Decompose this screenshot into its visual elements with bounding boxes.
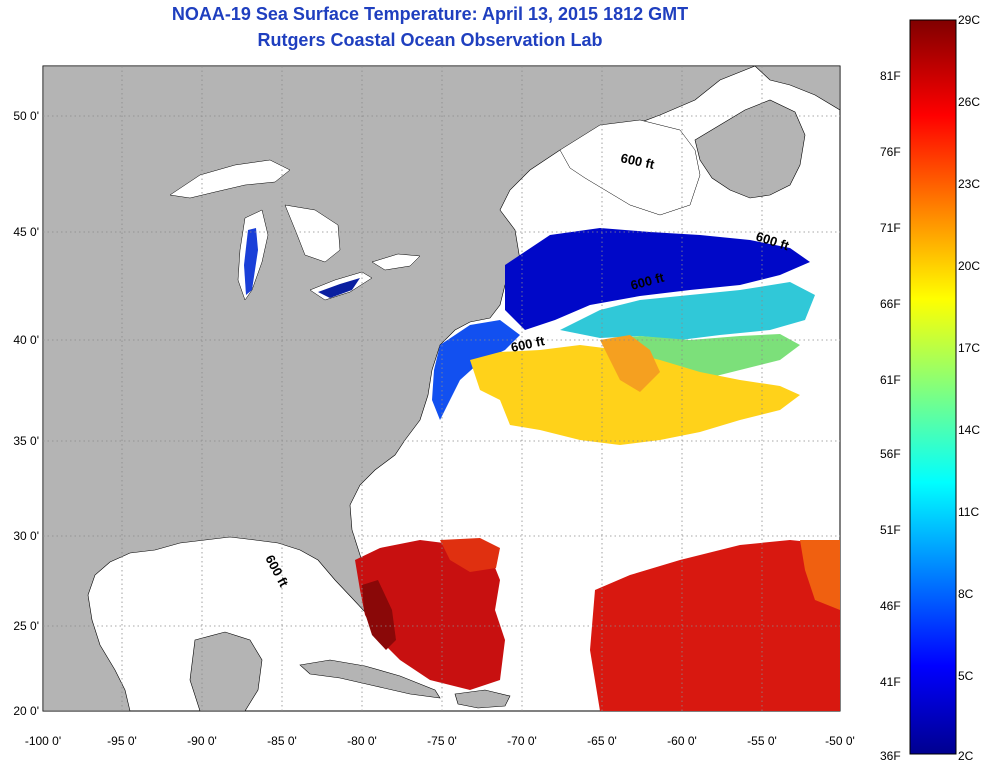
lake-michigan-cold — [244, 228, 258, 295]
labrador-land — [754, 66, 840, 111]
longitude-tick-label: -60 0' — [667, 734, 697, 748]
lake-huron — [284, 204, 341, 263]
latitude-labels: 20 0' 25 0' 30 0' 35 0' 40 0' 45 0' 50 0' — [13, 109, 39, 718]
colorbar-celsius-label: 29C — [958, 13, 980, 27]
sst-midatl-red — [440, 538, 500, 572]
latitude-tick-label: 50 0' — [13, 109, 39, 123]
latitude-tick-label: 40 0' — [13, 333, 39, 347]
contour-label-labrador: 600 ft — [619, 150, 656, 172]
longitude-tick-label: -75 0' — [427, 734, 457, 748]
sst-gulf-of-maine — [505, 228, 810, 330]
colorbar-fahrenheit-label: 56F — [880, 447, 901, 461]
colorbar-fahrenheit-label: 81F — [880, 69, 901, 83]
sst-east-orange — [800, 540, 840, 610]
longitude-labels: -100 0' -95 0' -90 0' -85 0' -80 0' -75 0' -70… — [25, 734, 855, 748]
map-subtitle: Rutgers Coastal Ocean Observation Lab — [257, 30, 603, 50]
colorbar-celsius-label: 8C — [958, 587, 974, 601]
sst-cyan-band — [560, 282, 815, 340]
longitude-tick-label: -55 0' — [747, 734, 777, 748]
cuba-land — [299, 659, 441, 699]
sst-orange-swirl — [600, 335, 660, 392]
colorbar-celsius-label: 26C — [958, 95, 980, 109]
colorbar-celsius-label: 20C — [958, 259, 980, 273]
latitude-tick-label: 45 0' — [13, 225, 39, 239]
sst-field — [355, 228, 840, 711]
colorbar-fahrenheit-label: 61F — [880, 373, 901, 387]
lake-superior — [169, 159, 291, 199]
sst-bahamas-red — [355, 540, 505, 690]
colorbar-celsius-label: 17C — [958, 341, 980, 355]
lake-ontario — [371, 253, 421, 271]
yucatan-land — [189, 631, 263, 711]
colorbar-celsius-label: 2C — [958, 749, 974, 763]
hispaniola-land — [454, 689, 511, 709]
sst-shelf-blue — [432, 320, 520, 420]
colorbar-celsius-label: 5C — [958, 669, 974, 683]
latitude-tick-label: 25 0' — [13, 619, 39, 633]
lake-erie-cold — [318, 278, 360, 298]
colorbar-fahrenheit-label: 76F — [880, 145, 901, 159]
colorbar-fahrenheit-labels: 81F 76F 71F 66F 61F 56F 51F 46F 41F 36F — [880, 69, 901, 763]
latitude-tick-label: 20 0' — [13, 704, 39, 718]
contour-label-mid-atlantic: 600 ft — [510, 333, 547, 355]
colorbar-celsius-label: 23C — [958, 177, 980, 191]
longitude-tick-label: -65 0' — [587, 734, 617, 748]
map-title: NOAA-19 Sea Surface Temperature: April 1… — [171, 4, 689, 24]
longitude-tick-label: -100 0' — [25, 734, 61, 748]
longitude-tick-label: -80 0' — [347, 734, 377, 748]
colorbar-fahrenheit-label: 66F — [880, 297, 901, 311]
colorbar-fahrenheit-label: 36F — [880, 749, 901, 763]
latitude-tick-label: 35 0' — [13, 434, 39, 448]
colorbar — [909, 19, 957, 755]
colorbar-celsius-label: 14C — [958, 423, 980, 437]
longitude-tick-label: -90 0' — [187, 734, 217, 748]
longitude-tick-label: -85 0' — [267, 734, 297, 748]
colorbar-fahrenheit-label: 71F — [880, 221, 901, 235]
sst-yellow-gulfstream — [470, 345, 800, 445]
newfoundland-land — [694, 99, 806, 199]
longitude-tick-label: -95 0' — [107, 734, 137, 748]
latitude-tick-label: 30 0' — [13, 529, 39, 543]
longitude-tick-label: -50 0' — [825, 734, 855, 748]
colorbar-celsius-label: 11C — [958, 505, 979, 519]
north-america-land — [43, 66, 756, 711]
sst-florida-strait-dark — [362, 580, 396, 650]
colorbar-fahrenheit-label: 41F — [880, 675, 901, 689]
sst-east-red — [590, 540, 840, 711]
colorbar-fahrenheit-label: 51F — [880, 523, 901, 537]
colorbar-celsius-labels: 29C 26C 23C 20C 17C 14C 11C 8C 5C 2C — [958, 13, 980, 763]
longitude-tick-label: -70 0' — [507, 734, 537, 748]
colorbar-fahrenheit-label: 46F — [880, 599, 901, 613]
st-lawrence-water — [559, 119, 701, 216]
